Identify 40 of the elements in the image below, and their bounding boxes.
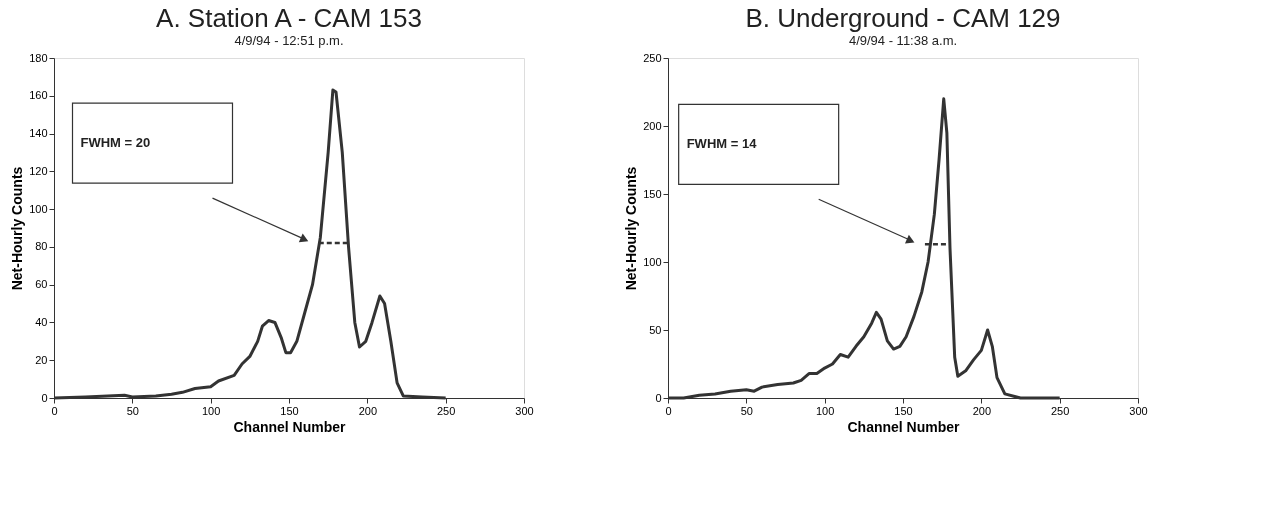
y-tick-label: 250 bbox=[643, 51, 662, 64]
x-tick-label: 50 bbox=[126, 404, 139, 417]
y-tick-label: 80 bbox=[35, 240, 48, 253]
x-tick-label: 100 bbox=[201, 404, 221, 417]
y-tick-label: 20 bbox=[35, 353, 48, 366]
x-tick-label: 300 bbox=[1129, 404, 1148, 417]
x-tick-label: 0 bbox=[665, 404, 672, 417]
x-tick-label: 200 bbox=[972, 404, 992, 417]
x-tick-label: 100 bbox=[815, 404, 835, 417]
chart-subtitle: 4/9/94 - 12:51 p.m. bbox=[234, 33, 344, 48]
chart-title: A. Station A - CAM 153 bbox=[156, 3, 422, 33]
y-axis-title: Net-Hourly Counts bbox=[9, 166, 26, 291]
chart-subtitle: 4/9/94 - 11:38 a.m. bbox=[848, 33, 958, 48]
x-tick-label: 250 bbox=[436, 404, 456, 417]
x-tick-label: 150 bbox=[894, 404, 913, 417]
y-tick-label: 120 bbox=[29, 164, 48, 177]
y-axis-title: Net-Hourly Counts bbox=[623, 166, 640, 291]
x-tick-label: 50 bbox=[740, 404, 753, 417]
y-tick-label: 180 bbox=[29, 51, 48, 64]
y-tick-label: 60 bbox=[35, 278, 48, 291]
y-tick-label: 200 bbox=[643, 119, 662, 132]
x-tick-label: 200 bbox=[358, 404, 378, 417]
x-tick-label: 250 bbox=[1050, 404, 1070, 417]
x-axis-title: Channel Number bbox=[847, 418, 961, 435]
x-tick-label: 150 bbox=[280, 404, 299, 417]
x-tick-label: 0 bbox=[51, 404, 58, 417]
y-tick-label: 100 bbox=[643, 255, 662, 268]
chart-title: B. Underground - CAM 129 bbox=[745, 3, 1061, 33]
x-axis-title: Channel Number bbox=[233, 418, 347, 435]
y-tick-label: 160 bbox=[29, 89, 48, 102]
y-tick-label: 150 bbox=[643, 187, 662, 200]
y-tick-label: 40 bbox=[35, 315, 48, 328]
annotation: FWHM = 14 bbox=[686, 136, 758, 152]
y-tick-label: 0 bbox=[41, 391, 48, 404]
x-tick-label: 300 bbox=[515, 404, 534, 417]
y-tick-label: 0 bbox=[655, 391, 662, 404]
y-tick-label: 140 bbox=[29, 127, 48, 140]
y-tick-label: 100 bbox=[29, 202, 48, 215]
y-tick-label: 50 bbox=[649, 323, 662, 336]
annotation: FWHM = 20 bbox=[80, 135, 151, 151]
